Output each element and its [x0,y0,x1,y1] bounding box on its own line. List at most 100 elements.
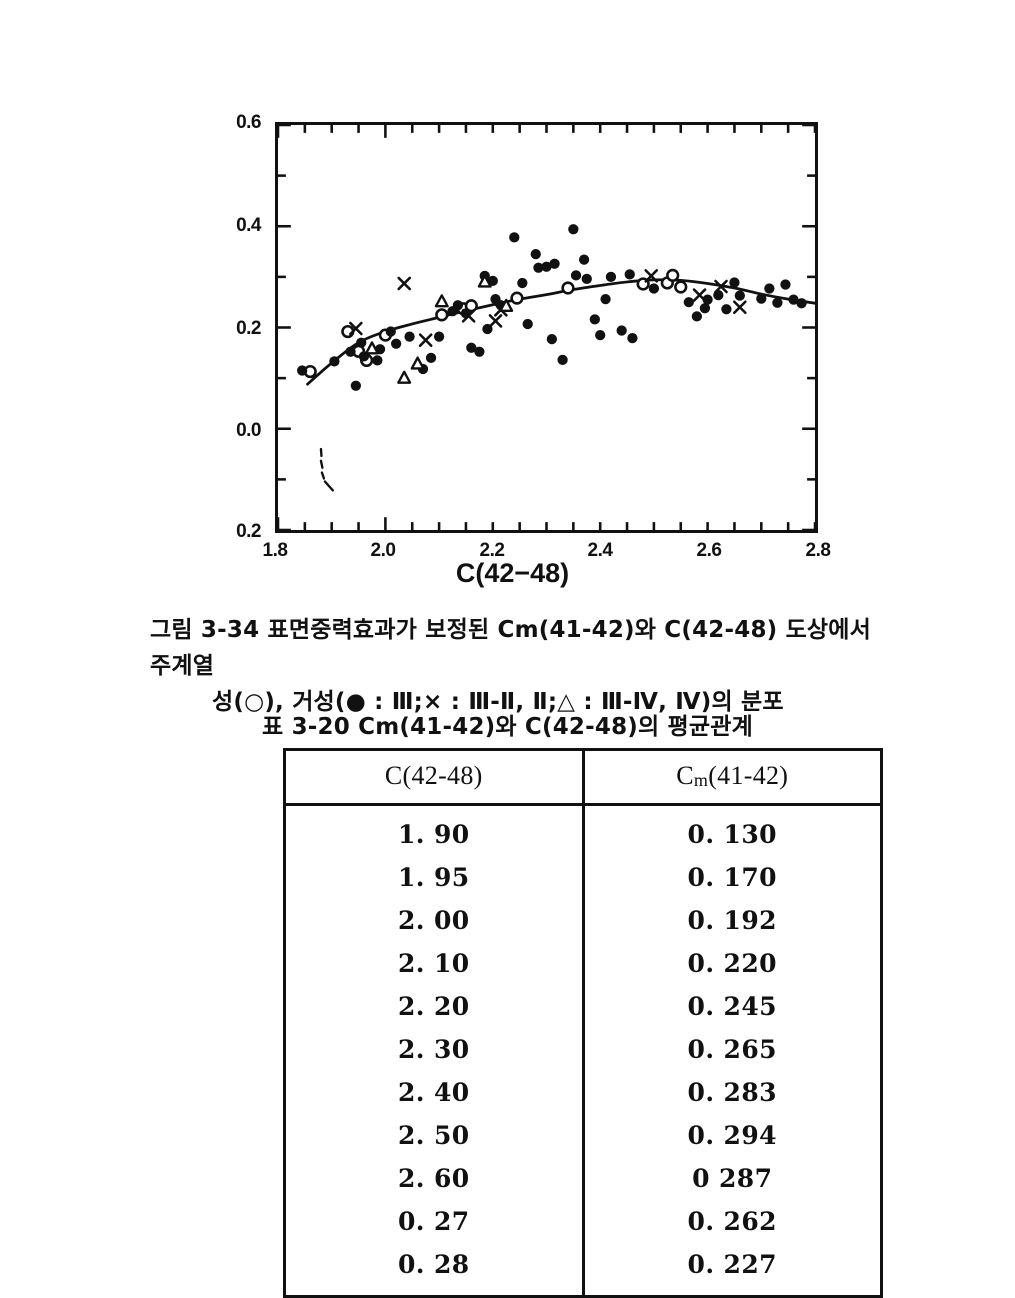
data-point-filled-circle [772,298,782,308]
table-cell-cm: 0. 245 [583,985,880,1028]
figure-caption: 그림 3-34 표면중력효과가 보정된 Cm(41-42)와 C(42-48) … [150,612,880,720]
data-point-filled-circle [625,269,635,279]
data-point-triangle [398,372,410,383]
table-cell-c: 2. 10 [286,942,583,985]
data-point-triangle [366,342,378,353]
data-point-filled-circle [568,224,578,234]
table-head: C(42-48) Cm(41-42) [286,751,880,805]
y-tick-label-0.0: 0.0 [205,420,261,442]
data-point-filled-circle [329,356,339,366]
data-point-filled-circle [764,283,774,293]
scatter-plot-area [275,122,818,533]
table-header-cm-main: C [676,761,694,790]
data-point-filled-circle [531,249,541,259]
table-header-row: C(42-48) Cm(41-42) [286,751,880,805]
data-point-filled-circle [582,274,592,284]
data-point-filled-circle [453,300,463,310]
table-cell-cm: 0. 265 [583,1028,880,1071]
table-cell-c: 0. 27 [286,1200,583,1243]
data-point-open-circle [675,282,686,293]
data-point-filled-circle [606,272,616,282]
table-cell-cm: 0. 170 [583,856,880,899]
table-header-cm-sub: m [694,770,708,790]
data-point-filled-circle [372,355,382,365]
table-header-cm-rest: (41-42) [708,761,788,790]
artifact-segment [321,461,322,468]
data-point-filled-circle [351,381,361,391]
data-point-filled-circle [796,298,806,308]
table-cell-cm: 0. 294 [583,1114,880,1157]
data-point-filled-circle [571,270,581,280]
x-axis-label: C(42−48) [0,558,1015,589]
data-point-open-circle [436,310,447,321]
data-point-filled-circle [780,279,790,289]
data-point-filled-circle [391,339,401,349]
table-cell-c: 0. 28 [286,1243,583,1295]
data-point-open-circle [512,293,523,304]
table-cell-cm: 0. 130 [583,805,880,857]
data-point-filled-circle [434,331,444,341]
table-cell-c: 2. 40 [286,1071,583,1114]
data-point-open-circle [563,283,574,294]
data-point-filled-circle [426,353,436,363]
figure-block: 0.6 0.4 0.2 0.0 0.2 Cm(41−42) 1.8 2.0 2.… [0,0,1015,600]
artifact-segment [322,473,324,479]
y-tick-label-0.4: 0.4 [205,215,261,237]
data-point-filled-circle [404,331,414,341]
data-point-filled-circle [692,311,702,321]
artifact-segment [325,482,333,491]
data-point-filled-circle [356,338,366,348]
data-point-filled-circle [297,365,307,375]
data-point-cross [490,315,501,326]
data-point-filled-circle [523,319,533,329]
data-point-filled-circle [617,325,627,335]
data-point-filled-circle [345,347,355,357]
table-header-c: C(42-48) [286,751,583,805]
data-point-filled-circle [729,277,739,287]
data-point-filled-circle [579,255,589,265]
table-title: 표 3-20 Cm(41-42)와 C(42-48)의 평균관계 [0,707,1015,741]
data-point-filled-circle [517,278,527,288]
y-tick-label-0.6: 0.6 [205,112,261,134]
data-point-cross [734,302,745,313]
data-point-filled-circle [721,304,731,314]
table-cell-cm: 0 287 [583,1157,880,1200]
data-point-cross [694,290,705,301]
table-cell-c: 2. 60 [286,1157,583,1200]
data-point-open-circle [667,270,678,281]
table-cell-cm: 0. 283 [583,1071,880,1114]
data-point-filled-circle [595,330,605,340]
data-point-filled-circle [557,355,567,365]
table-cell-cm: 0. 262 [583,1200,880,1243]
table-cell-cm: 0. 192 [583,899,880,942]
table-cell-cm: 0. 220 [583,942,880,985]
data-point-triangle [436,295,448,306]
table-cell-c: 2. 50 [286,1114,583,1157]
data-point-filled-circle [549,259,559,269]
scan-artifact [321,449,333,490]
data-point-filled-circle [649,283,659,293]
table-cell-c: 2. 30 [286,1028,583,1071]
data-point-filled-circle [474,347,484,357]
data-point-filled-circle [509,232,519,242]
data-point-filled-circle [547,334,557,344]
plot-svg [278,125,815,530]
data-point-cross [420,335,431,346]
table-cell-c: 2. 00 [286,899,583,942]
data-point-filled-circle [600,294,610,304]
data-point-filled-circle [627,333,637,343]
data-point-filled-circle [386,326,396,336]
table-cell-c: 1. 90 [286,805,583,857]
